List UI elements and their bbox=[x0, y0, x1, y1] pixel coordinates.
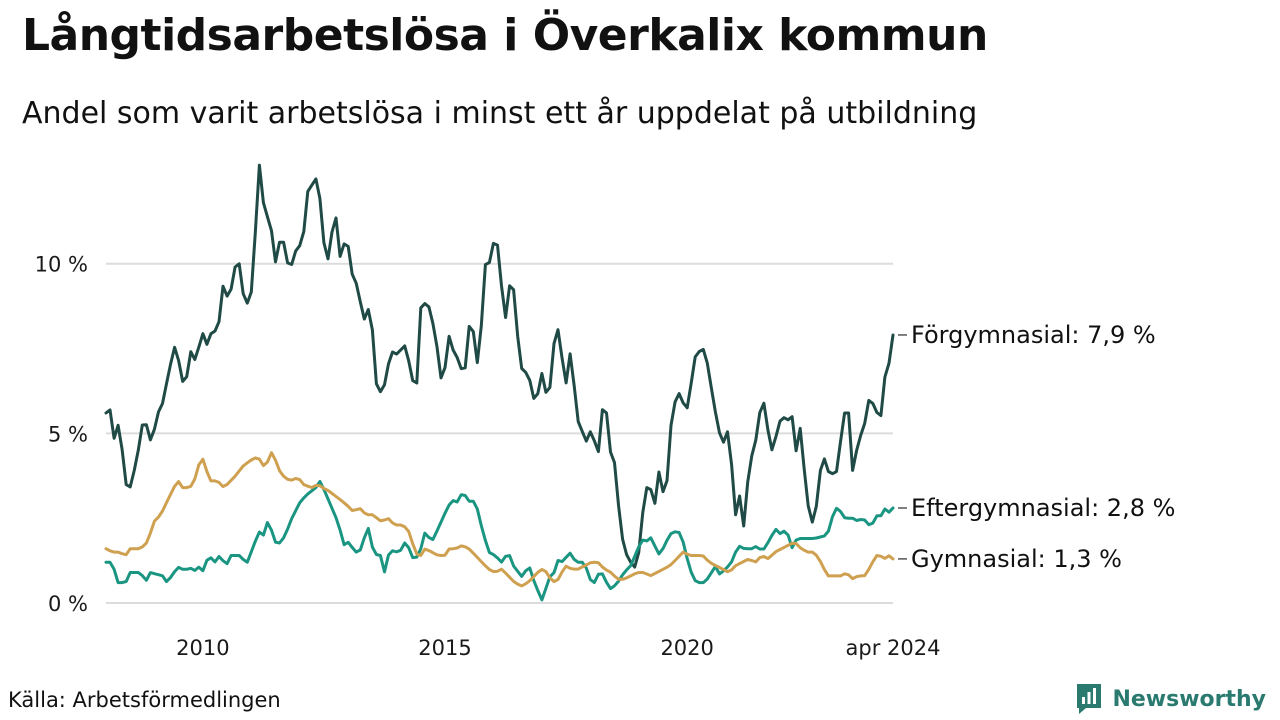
series-line-eftergymnasial bbox=[104, 479, 895, 602]
chart-title: Långtidsarbetslösa i Överkalix kommun bbox=[22, 10, 988, 61]
series-line-gymnasial bbox=[104, 451, 895, 588]
series-lines bbox=[104, 163, 895, 602]
x-tick-label: 2010 bbox=[176, 636, 229, 660]
source-note: Källa: Arbetsförmedlingen bbox=[8, 688, 281, 712]
newsworthy-icon bbox=[1077, 684, 1102, 714]
x-tick-label: 2015 bbox=[418, 636, 471, 660]
brand-name: Newsworthy bbox=[1112, 686, 1266, 712]
x-tick-label: 2020 bbox=[660, 636, 713, 660]
y-axis-ticks: 0 % 5 % 10 % bbox=[35, 253, 88, 616]
x-tick-label: apr 2024 bbox=[846, 636, 941, 660]
series-end-labels: Förgymnasial: 7,9 % Eftergymnasial: 2,8 %… bbox=[898, 321, 1175, 573]
line-chart: 0 % 5 % 10 % 2010 2015 2020 apr 2024 Förgymna… bbox=[35, 163, 1175, 660]
brand-logo[interactable]: Newsworthy bbox=[1074, 682, 1266, 716]
series-label-gymnasial: Gymnasial: 1,3 % bbox=[911, 545, 1122, 573]
chart-subtitle: Andel som varit arbetslösa i minst ett å… bbox=[22, 96, 978, 131]
series-label-forgymnasial: Förgymnasial: 7,9 % bbox=[911, 321, 1156, 349]
series-line-forgymnasial bbox=[104, 163, 895, 569]
y-tick-label: 0 % bbox=[48, 592, 88, 616]
y-tick-label: 10 % bbox=[35, 253, 88, 277]
y-tick-label: 5 % bbox=[48, 422, 88, 446]
series-label-eftergymnasial: Eftergymnasial: 2,8 % bbox=[911, 494, 1175, 522]
x-axis-ticks: 2010 2015 2020 apr 2024 bbox=[176, 636, 940, 660]
